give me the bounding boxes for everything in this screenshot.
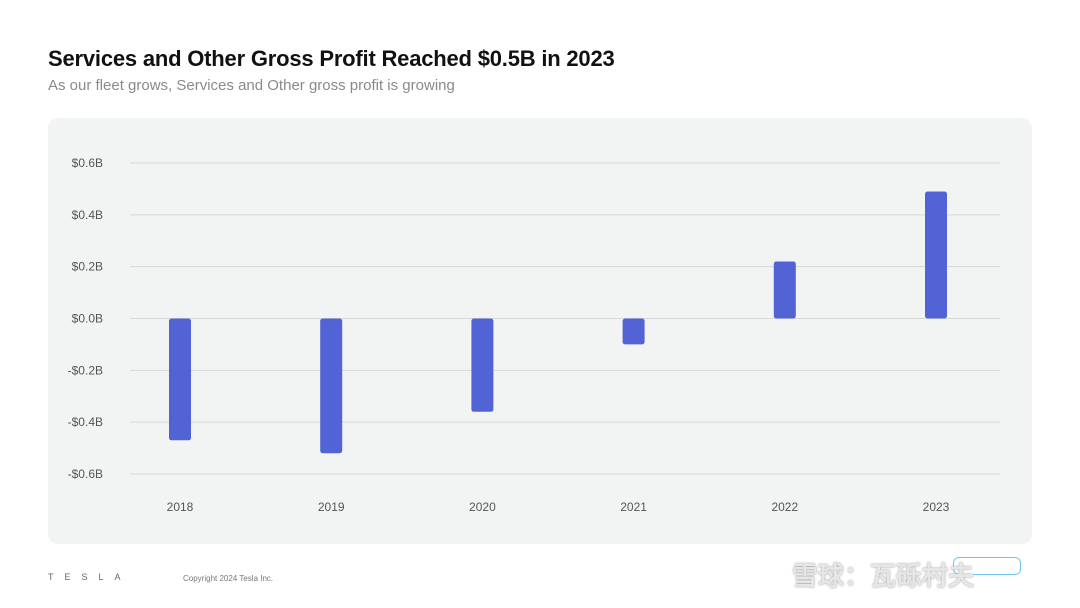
y-tick-label: -$0.6B xyxy=(68,467,103,481)
y-tick-label: $0.0B xyxy=(72,312,103,326)
x-tick-label: 2023 xyxy=(923,500,950,514)
copyright-text: Copyright 2024 Tesla Inc. xyxy=(183,574,274,583)
chart-panel: $0.6B $0.4B $0.2B $0.0B -$0.2B -$0.4B -$0.6B 20… xyxy=(48,118,1032,544)
x-tick-label: 2020 xyxy=(469,500,496,514)
bar-chart: $0.6B $0.4B $0.2B $0.0B -$0.2B -$0.4B -$0.6B 20… xyxy=(68,156,1000,514)
watermark-badge xyxy=(953,557,1021,575)
bar-2020 xyxy=(471,318,494,412)
tesla-logo: TESLA xyxy=(48,572,132,582)
watermark-text: 雪球：瓦砾村夫 xyxy=(792,562,975,592)
x-tick-label: 2018 xyxy=(167,500,194,514)
y-tick-label: -$0.2B xyxy=(68,363,103,377)
bar-2022 xyxy=(773,261,796,319)
bar-2021 xyxy=(622,318,645,345)
bar-2019 xyxy=(320,318,343,454)
y-tick-label: $0.2B xyxy=(72,260,103,274)
y-tick-label: $0.6B xyxy=(72,156,103,170)
bar-2023 xyxy=(925,191,947,319)
y-tick-label: $0.4B xyxy=(72,208,103,222)
bar-2018 xyxy=(169,318,191,441)
x-tick-label: 2022 xyxy=(771,500,798,514)
page-title: Services and Other Gross Profit Reached … xyxy=(48,46,615,71)
x-tick-label: 2021 xyxy=(620,500,647,514)
y-tick-label: -$0.4B xyxy=(68,415,103,429)
page-subtitle: As our fleet grows, Services and Other g… xyxy=(48,77,455,94)
x-tick-label: 2019 xyxy=(318,500,345,514)
